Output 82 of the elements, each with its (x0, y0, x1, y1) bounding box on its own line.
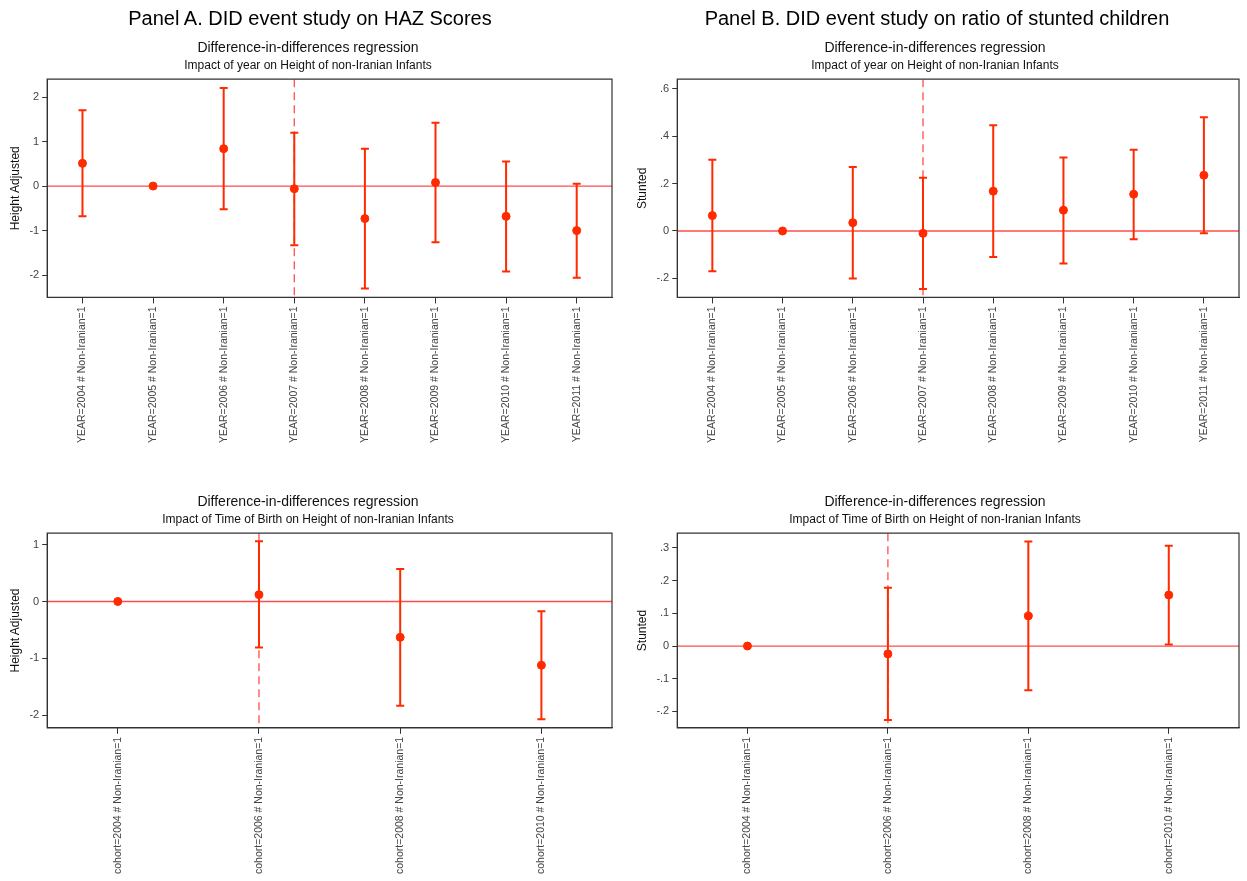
y-tick-label: 0 (663, 639, 670, 652)
y-tick-label: -.2 (656, 271, 670, 284)
x-tick-label: YEAR=2009 # Non-Iranian=1 (428, 306, 441, 443)
point (742, 641, 752, 651)
x-tick-label: YEAR=2005 # Non-Iranian=1 (775, 306, 788, 443)
point (778, 226, 788, 236)
text: Panel B. DID event study on ratio of stunted children (703, 6, 1171, 31)
point (501, 211, 511, 221)
x-tick-label: YEAR=2006 # Non-Iranian=1 (845, 306, 858, 443)
point (254, 590, 264, 600)
y-tick-label: 2 (33, 90, 40, 103)
point (148, 181, 158, 191)
point (536, 660, 546, 670)
x-tick-label: YEAR=2011 # Non-Iranian=1 (1196, 306, 1209, 443)
point (360, 214, 370, 224)
point (572, 226, 582, 236)
point (219, 144, 229, 154)
x-tick-label: YEAR=2008 # Non-Iranian=1 (357, 306, 370, 443)
point (848, 218, 858, 228)
x-tick-label: cohort=2008 # Non-Iranian=1 (1021, 736, 1034, 875)
x-tick-label: YEAR=2004 # Non-Iranian=1 (705, 306, 718, 443)
y-tick-label: .4 (660, 129, 670, 142)
x-tick-label: YEAR=2010 # Non-Iranian=1 (1126, 306, 1139, 443)
x-tick-label: YEAR=2007 # Non-Iranian=1 (287, 306, 300, 443)
chart-subtitle: Impact of Time of Birth on Height of non-Iranian Infants (789, 512, 1081, 527)
y-axis-title: Stunted (634, 609, 649, 652)
y-tick-label: 1 (33, 537, 40, 550)
y-tick-label: .1 (660, 606, 670, 619)
point (77, 158, 87, 168)
y-tick-label: .3 (660, 540, 670, 553)
x-tick-label: YEAR=2009 # Non-Iranian=1 (1056, 306, 1069, 443)
x-tick-label: cohort=2010 # Non-Iranian=1 (1161, 736, 1174, 875)
y-tick-label: .2 (660, 573, 670, 586)
y-tick-label: .2 (660, 176, 670, 189)
point (1164, 590, 1174, 600)
point (1199, 170, 1209, 180)
y-tick-label: -1 (29, 651, 40, 664)
y-tick-label: .6 (660, 81, 670, 94)
x-tick-label: YEAR=2011 # Non-Iranian=1 (569, 306, 582, 443)
y-tick-label: -.1 (656, 671, 670, 684)
x-tick-label: YEAR=2010 # Non-Iranian=1 (498, 306, 511, 443)
y-axis-title: Height Adjusted (7, 146, 22, 231)
chart-subtitle: Impact of year on Height of non-Iranian Infants (811, 58, 1059, 73)
x-tick-label: cohort=2006 # Non-Iranian=1 (251, 736, 264, 875)
point (430, 178, 440, 188)
x-tick-label: YEAR=2005 # Non-Iranian=1 (145, 306, 158, 443)
x-tick-label: YEAR=2008 # Non-Iranian=1 (986, 306, 999, 443)
y-tick-label: -2 (29, 708, 40, 721)
y-tick-label: 0 (33, 594, 40, 607)
x-tick-label: cohort=2004 # Non-Iranian=1 (740, 736, 753, 875)
x-tick-label: YEAR=2007 # Non-Iranian=1 (915, 306, 928, 443)
point (113, 596, 123, 606)
point (988, 186, 998, 196)
point (395, 632, 405, 642)
chart-title: Difference-in-differences regression (197, 39, 419, 56)
point (707, 211, 717, 221)
y-tick-label: 1 (33, 134, 40, 147)
chart-title: Difference-in-differences regression (824, 39, 1046, 56)
y-tick-label: 0 (33, 179, 40, 192)
point (289, 184, 299, 194)
x-tick-label: cohort=2004 # Non-Iranian=1 (110, 736, 123, 875)
x-tick-label: cohort=2008 # Non-Iranian=1 (393, 736, 406, 875)
chart-title: Difference-in-differences regression (197, 493, 419, 510)
y-tick-label: 0 (663, 224, 670, 237)
chart-subtitle: Impact of year on Height of non-Iranian Infants (184, 58, 432, 73)
y-axis-title: Stunted (634, 167, 649, 209)
x-tick-label: cohort=2006 # Non-Iranian=1 (880, 736, 893, 875)
point (883, 649, 893, 659)
x-tick-label: YEAR=2004 # Non-Iranian=1 (75, 306, 88, 443)
text: Panel A. DID event study on HAZ Scores (127, 6, 493, 31)
chart-title: Difference-in-differences regression (824, 493, 1046, 510)
chart-subtitle: Impact of Time of Birth on Height of non-Iranian Infants (162, 512, 454, 527)
y-tick-label: -2 (29, 268, 40, 281)
x-tick-label: YEAR=2006 # Non-Iranian=1 (216, 306, 229, 443)
point (1129, 189, 1139, 199)
point (1058, 205, 1068, 215)
y-axis-title: Height Adjusted (7, 588, 22, 673)
point (1023, 611, 1033, 621)
point (918, 228, 928, 238)
y-tick-label: -1 (29, 223, 40, 236)
x-tick-label: cohort=2010 # Non-Iranian=1 (534, 736, 547, 875)
y-tick-label: -.2 (656, 704, 670, 717)
